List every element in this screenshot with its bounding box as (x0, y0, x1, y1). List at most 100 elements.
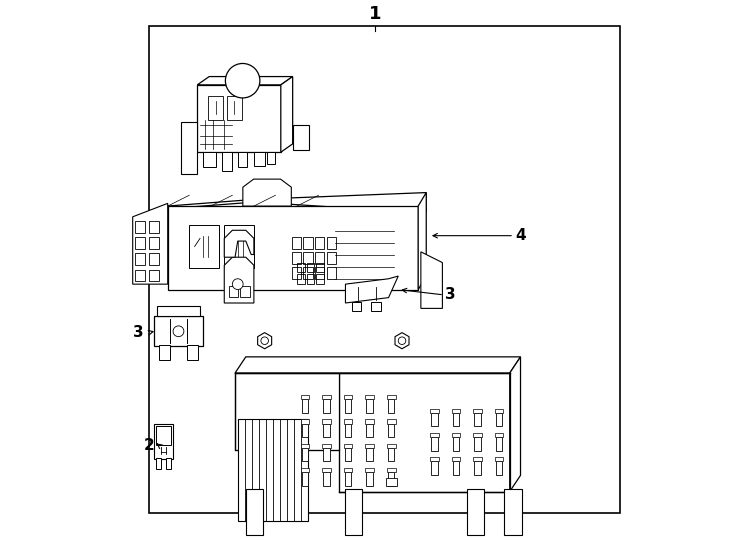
Bar (387, 468, 396, 472)
Bar (322, 420, 331, 424)
Bar (495, 461, 502, 475)
Bar (495, 409, 504, 413)
Bar (504, 489, 522, 535)
Polygon shape (258, 333, 272, 349)
Bar (431, 461, 437, 475)
Bar (227, 96, 242, 120)
Bar (149, 253, 159, 265)
Polygon shape (509, 357, 520, 491)
Bar (303, 252, 313, 264)
Bar (225, 225, 254, 268)
Polygon shape (197, 85, 281, 152)
Polygon shape (418, 193, 426, 289)
Bar (344, 420, 352, 424)
Circle shape (173, 326, 184, 336)
Bar (301, 443, 309, 448)
Bar (241, 286, 250, 296)
Bar (495, 437, 502, 450)
Polygon shape (421, 252, 443, 308)
Text: 3: 3 (133, 325, 143, 340)
Bar (474, 461, 481, 475)
Bar (303, 237, 313, 248)
Bar (238, 419, 308, 521)
Bar (386, 478, 397, 486)
Circle shape (399, 337, 406, 345)
Polygon shape (395, 333, 409, 349)
Bar (366, 424, 373, 437)
Bar (303, 267, 313, 279)
Bar (302, 400, 308, 413)
Polygon shape (197, 77, 293, 85)
Circle shape (261, 337, 269, 345)
Bar (135, 269, 145, 281)
Bar (387, 395, 396, 400)
Bar (301, 468, 309, 472)
Bar (453, 413, 459, 427)
Bar (208, 96, 223, 120)
Bar (156, 426, 172, 445)
Bar (307, 274, 314, 284)
Text: 3: 3 (445, 287, 456, 302)
Polygon shape (346, 276, 399, 303)
Polygon shape (133, 204, 167, 284)
Bar (302, 424, 308, 437)
Bar (324, 424, 330, 437)
Bar (228, 286, 239, 296)
Bar (467, 489, 484, 535)
Polygon shape (225, 257, 254, 303)
Bar (302, 448, 308, 461)
Bar (451, 457, 460, 461)
Bar (159, 345, 170, 360)
Bar (387, 420, 396, 424)
Bar (345, 489, 362, 535)
Text: 4: 4 (515, 228, 526, 243)
Bar (344, 443, 352, 448)
Bar (345, 448, 352, 461)
Circle shape (233, 279, 243, 289)
Bar (203, 152, 217, 167)
Bar (352, 302, 361, 311)
Bar (453, 461, 459, 475)
Bar (327, 252, 336, 264)
Bar (316, 237, 324, 248)
Bar (297, 274, 305, 284)
Bar (254, 152, 265, 166)
Polygon shape (235, 373, 339, 450)
Bar (430, 457, 439, 461)
Bar (149, 25, 620, 513)
Bar (451, 433, 460, 437)
Text: 2: 2 (143, 438, 154, 453)
Bar (291, 237, 301, 248)
Bar (149, 237, 159, 249)
Polygon shape (235, 357, 520, 373)
Bar (291, 252, 301, 264)
Circle shape (225, 64, 260, 98)
Polygon shape (243, 179, 291, 206)
Bar (345, 424, 352, 437)
Bar (474, 437, 481, 450)
Bar (453, 437, 459, 450)
Bar (388, 400, 394, 413)
Bar (327, 267, 336, 279)
Bar (344, 395, 352, 400)
Bar (345, 400, 352, 413)
Polygon shape (281, 77, 293, 152)
Polygon shape (154, 316, 203, 346)
Text: 1: 1 (368, 5, 382, 23)
Polygon shape (157, 306, 200, 316)
Bar (388, 424, 394, 437)
Bar (156, 458, 161, 469)
Bar (316, 267, 324, 279)
Bar (301, 395, 309, 400)
Polygon shape (167, 193, 426, 213)
Bar (149, 269, 159, 281)
Bar (316, 262, 324, 272)
Bar (366, 468, 374, 472)
Bar (324, 400, 330, 413)
Bar (301, 420, 309, 424)
Polygon shape (167, 206, 418, 289)
Bar (371, 302, 381, 311)
Bar (291, 267, 301, 279)
Bar (451, 409, 460, 413)
Bar (307, 262, 314, 272)
